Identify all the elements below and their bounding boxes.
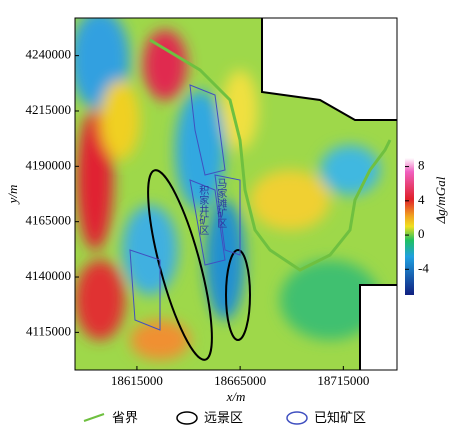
legend: 省界 远景区 已知矿区 [83, 410, 366, 425]
colorbar [405, 158, 414, 295]
annotation: 马家滩矿区 [215, 178, 227, 228]
plot-frame [74, 17, 398, 371]
colorbar-tick-label: 4 [418, 192, 425, 207]
x-tick-label: 18665000 [214, 373, 266, 388]
colorbar-tick-label: 8 [418, 158, 425, 173]
x-tick-label: 18715000 [317, 373, 369, 388]
y-axis-label: y/m [5, 185, 20, 206]
y-tick-label: 4165000 [26, 213, 72, 228]
annotation: 积家井矿区 [197, 185, 209, 235]
legend-label: 省界 [112, 410, 138, 425]
y-tick-label: 4115000 [26, 323, 71, 338]
y-tick-label: 4190000 [26, 157, 72, 172]
legend-label: 已知矿区 [314, 410, 366, 425]
y-tick-label: 4140000 [26, 268, 72, 283]
colorbar-tick-label: 0 [418, 226, 425, 241]
colorbar-tick-label: -4 [418, 260, 429, 275]
y-tick-label: 4240000 [26, 47, 72, 62]
y-tick-label: 4215000 [26, 102, 72, 117]
legend-label: 远景区 [204, 410, 243, 425]
x-tick-label: 18615000 [111, 373, 163, 388]
colorbar-label: Δg/mGal [433, 176, 448, 224]
anomaly-map: 马家滩矿区 积家井矿区 [75, 18, 397, 370]
x-axis-label: x/m [226, 389, 246, 404]
